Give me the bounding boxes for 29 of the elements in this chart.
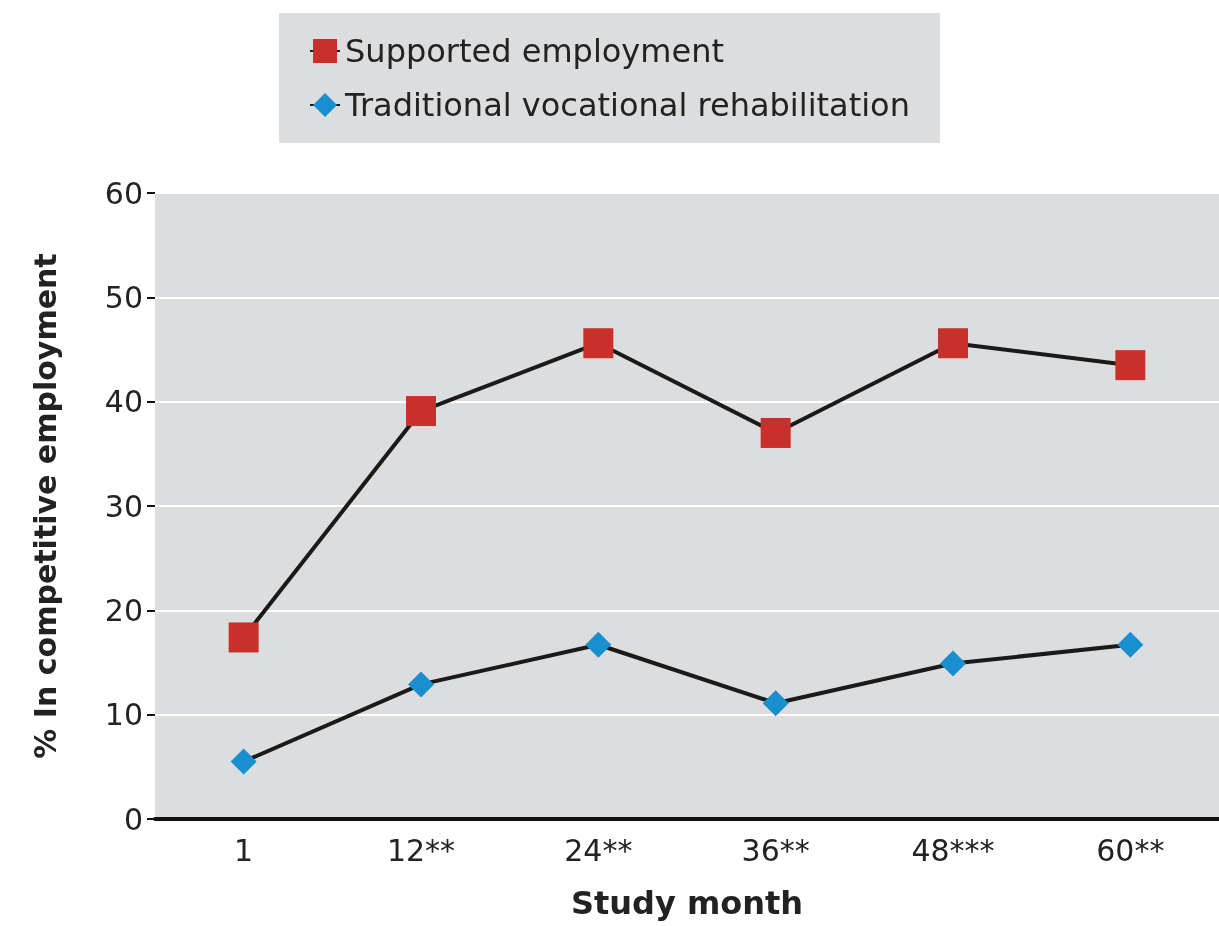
point [1117,631,1144,658]
point [408,671,434,698]
x-tick-label: 60** [1096,832,1165,868]
point [228,622,259,653]
y-tick-label: 0 [123,801,143,837]
x-tick-label: 48*** [911,832,995,868]
point [760,417,791,448]
point [230,748,257,775]
point [762,690,789,717]
y-tick-label: 50 [104,279,143,315]
point [585,631,612,658]
y-tick-label: 10 [104,697,143,733]
point [583,328,614,359]
point [1115,350,1146,381]
legend-label: Traditional vocational rehabilitation [344,86,910,124]
y-tick-label: 40 [104,384,143,420]
x-axis-title: Study month [570,884,804,922]
y-tick-label: 30 [104,488,143,524]
y-tick-label: 20 [104,592,143,628]
y-tick-label: 60 [104,175,143,211]
legend-label: Supported employment [345,32,724,70]
point [406,396,436,427]
x-tick-label: 24** [564,832,633,868]
y-axis-title: % In competitive employment [27,253,63,759]
point [938,328,968,359]
x-tick-label: 1 [234,832,254,868]
x-tick-label: 12** [386,832,456,868]
x-tick-label: 36** [741,832,810,868]
point [940,650,966,677]
